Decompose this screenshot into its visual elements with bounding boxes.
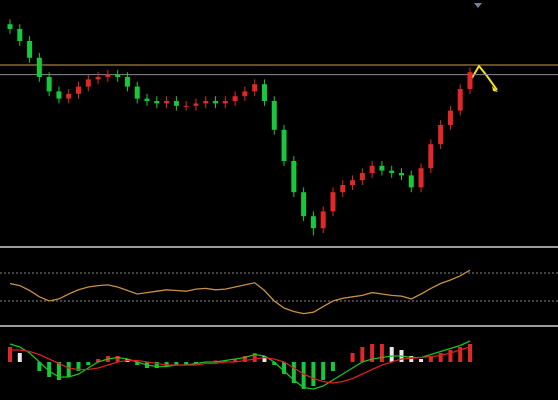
candle-body xyxy=(213,101,219,104)
candle-body xyxy=(124,77,130,87)
histogram-bar xyxy=(379,344,384,362)
position-marker xyxy=(474,3,482,8)
candle-body xyxy=(418,168,424,188)
candle-body xyxy=(46,77,52,92)
candle-body xyxy=(359,173,365,181)
candle-body xyxy=(457,89,463,111)
candle-body xyxy=(389,170,395,173)
histogram-bar xyxy=(56,362,61,380)
candle-body xyxy=(76,86,82,94)
candle-body xyxy=(252,84,258,92)
candle-body xyxy=(222,101,228,104)
candle-body xyxy=(261,84,267,101)
histogram-bar xyxy=(37,362,42,371)
candle-body xyxy=(232,96,238,101)
histogram-bar xyxy=(468,344,472,362)
histogram-bar xyxy=(330,362,335,371)
candle-body xyxy=(467,72,473,89)
candle-body xyxy=(115,74,121,77)
indicator-line xyxy=(10,346,471,384)
candle-body xyxy=(164,101,170,104)
histogram-bar xyxy=(164,362,169,367)
histogram-bar xyxy=(389,347,394,362)
candle-body xyxy=(379,165,385,171)
candle-body xyxy=(281,129,287,161)
histogram-bar xyxy=(419,359,424,362)
candle-body xyxy=(134,86,140,99)
candle-body xyxy=(350,180,356,185)
histogram-bar xyxy=(233,359,238,362)
candle-body xyxy=(105,74,111,77)
candle-body xyxy=(144,98,150,101)
histogram-bar xyxy=(8,347,12,362)
histogram-bar xyxy=(154,362,159,368)
candle-body xyxy=(320,211,326,229)
histogram-bar xyxy=(282,362,287,374)
histogram-bar xyxy=(448,350,453,362)
histogram-bar xyxy=(213,360,218,362)
candle-body xyxy=(242,91,248,97)
histogram-bar xyxy=(428,356,433,362)
candle-body xyxy=(193,103,199,106)
candle-body xyxy=(438,125,444,145)
histogram-bar xyxy=(360,347,365,362)
candle-body xyxy=(56,91,62,99)
histogram-bar xyxy=(76,362,81,371)
candle-body xyxy=(85,79,91,87)
histogram-bar xyxy=(262,356,267,362)
candle-body xyxy=(428,144,434,169)
candle-body xyxy=(271,101,277,130)
histogram-bar xyxy=(242,356,247,362)
histogram-bar xyxy=(291,362,296,383)
histogram-bar xyxy=(86,362,91,365)
histogram-bar xyxy=(66,362,71,377)
candle-body xyxy=(183,105,189,107)
candle-body xyxy=(330,192,336,212)
histogram-bar xyxy=(184,362,189,365)
candle-body xyxy=(301,192,307,217)
histogram-bar xyxy=(438,353,443,362)
histogram-bar xyxy=(17,353,22,362)
candle-body xyxy=(27,41,33,58)
candle-body xyxy=(66,93,72,99)
histogram-bar xyxy=(272,362,277,365)
candle-body xyxy=(398,173,404,176)
histogram-bar xyxy=(135,362,140,365)
histogram-bar xyxy=(458,347,463,362)
candle-body xyxy=(173,101,179,106)
histogram-bar xyxy=(321,362,326,380)
histogram-bar xyxy=(174,362,179,365)
histogram-bar xyxy=(311,362,316,386)
histogram-bar xyxy=(193,362,198,364)
histogram-bar xyxy=(252,353,257,362)
candle-body xyxy=(17,29,23,41)
arrow xyxy=(471,64,498,91)
histogram-bar xyxy=(350,353,355,362)
oscillator-line xyxy=(9,269,471,315)
histogram-bar xyxy=(47,362,52,377)
candle-body xyxy=(7,24,13,29)
candle-body xyxy=(408,175,414,188)
candle-body xyxy=(291,161,297,193)
candle-body xyxy=(36,57,42,77)
candle-body xyxy=(203,101,209,104)
histogram-bar xyxy=(115,356,120,362)
candle-body xyxy=(154,101,160,104)
histogram-bar xyxy=(223,360,228,362)
arrow-head xyxy=(492,86,498,92)
histogram-bar xyxy=(96,359,101,362)
candle-body xyxy=(340,185,346,193)
candle-body xyxy=(310,216,316,229)
histogram-bar xyxy=(370,344,375,362)
histogram-bar xyxy=(301,362,306,389)
candle-body xyxy=(369,165,375,173)
candle-body xyxy=(95,77,101,80)
candle-body xyxy=(447,110,453,125)
